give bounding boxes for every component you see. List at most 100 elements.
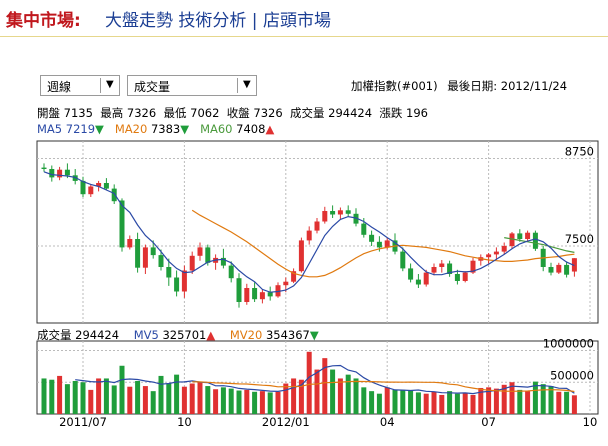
candle-body — [119, 200, 125, 248]
market-title: 集中市場: — [6, 11, 81, 31]
vol-value: 294424 — [75, 328, 120, 342]
volume-bar — [571, 395, 577, 414]
ma60-label: MA60 — [200, 122, 233, 136]
candle-body — [174, 277, 180, 292]
volume-bar — [486, 387, 492, 414]
candle-body — [525, 232, 531, 239]
ma5-direction: ▼ — [95, 122, 104, 136]
ma60-direction: ▲ — [265, 122, 275, 136]
volume-bar — [361, 387, 367, 414]
change-label: 漲跌 — [379, 106, 403, 120]
volume-bar — [259, 391, 265, 414]
period-select[interactable]: 週線 ▼ — [40, 75, 120, 96]
candle-body — [283, 281, 289, 286]
volume-bar — [252, 391, 258, 414]
x-tick-label: 2012/01 — [262, 415, 310, 429]
candle-body — [447, 263, 453, 274]
volume-bar — [135, 380, 141, 414]
close-label: 收盤 — [226, 106, 250, 120]
volume-bar — [501, 384, 507, 414]
close-value: 7326 — [253, 106, 283, 120]
volume-bar — [400, 389, 406, 414]
volume-bar — [330, 369, 336, 414]
ma20-direction: ▼ — [180, 122, 190, 136]
volume-bar — [142, 386, 148, 414]
volume-bar — [439, 394, 445, 414]
volume-bar — [353, 378, 359, 414]
header-bar: 集中市場: 大盤走勢 技術分析 | 店頭市場 — [0, 0, 608, 37]
ma-lines — [43, 171, 575, 293]
volume-bar — [166, 383, 172, 414]
volume-label: 成交量 — [290, 106, 325, 120]
mv5-legend: MV5 325701▲ — [134, 328, 216, 342]
period-select-value: 週線 — [47, 80, 72, 94]
index-name: 加權指數(#001) — [351, 79, 438, 93]
change-value: 196 — [406, 106, 428, 120]
candle-body — [439, 263, 445, 267]
candle-body — [64, 169, 70, 176]
mv20-label: MV20 — [229, 328, 263, 342]
candlesticks — [41, 163, 577, 308]
mv20-legend: MV20 354367▼ — [230, 328, 319, 342]
volume-bar — [423, 393, 429, 414]
chevron-down-icon[interactable]: ▼ — [243, 79, 251, 90]
candle-body — [400, 251, 406, 269]
volume-bar — [283, 383, 289, 414]
candle-body — [322, 211, 328, 222]
volume-bar — [454, 393, 460, 414]
last-date-label: 最後日期: — [447, 79, 498, 93]
volume-bar — [291, 378, 297, 414]
open-value: 7135 — [63, 106, 93, 120]
candle-body — [96, 183, 102, 187]
volume-bar — [384, 387, 390, 414]
volume-bar — [345, 374, 351, 414]
volume-bar — [267, 392, 273, 414]
candle-body — [462, 272, 468, 281]
candle-body — [103, 183, 109, 189]
price-y-tick-label: 8750 — [565, 145, 594, 159]
volume-bar — [119, 365, 125, 414]
candle-body — [158, 255, 164, 267]
volume-bar — [205, 386, 211, 414]
volume-bar — [213, 389, 219, 414]
volume-bar — [548, 386, 554, 414]
candle-body — [501, 246, 507, 252]
indicator-select-value: 成交量 — [134, 80, 171, 94]
candle-body — [291, 271, 297, 282]
candle-body — [57, 169, 63, 178]
volume-y-tick-label: 500000 — [550, 368, 594, 382]
volume-bar — [376, 393, 382, 414]
mv5-label: MV5 — [133, 328, 159, 342]
page-title: 大盤走勢 技術分析 | 店頭市場 — [105, 11, 331, 31]
volume-bar — [415, 392, 421, 414]
ma60-line — [504, 237, 575, 253]
mv20-direction: ▼ — [309, 328, 319, 342]
candle-body — [236, 278, 242, 302]
candle-body — [189, 255, 195, 271]
candle-body — [306, 230, 312, 241]
ma5-value: 7219 — [65, 122, 96, 136]
volume-bar — [532, 381, 538, 414]
chevron-down-icon[interactable]: ▼ — [106, 79, 114, 90]
candle-body — [267, 292, 273, 297]
ma60-legend: MA60 7408▲ — [200, 122, 274, 136]
volume-bar — [103, 378, 109, 414]
volume-bar — [298, 379, 304, 414]
volume-bar — [275, 391, 281, 414]
indicator-select[interactable]: 成交量 ▼ — [127, 75, 257, 96]
candle-body — [571, 258, 577, 272]
open-label: 開盤 — [37, 106, 60, 120]
candle-body — [135, 239, 141, 268]
vol-label: 成交量 — [37, 328, 72, 342]
volume-bar — [88, 389, 94, 414]
candle-body — [353, 213, 359, 224]
ma60-value: 7408 — [236, 122, 266, 136]
volume-bar — [72, 380, 78, 414]
volume-bar — [150, 391, 156, 414]
x-tick-label: 10 — [583, 415, 598, 429]
candle-body — [205, 247, 211, 263]
volume-bar — [462, 393, 468, 414]
candle-body — [431, 267, 437, 273]
mv20-value: 354367 — [265, 328, 310, 342]
mv5-line — [75, 364, 575, 395]
